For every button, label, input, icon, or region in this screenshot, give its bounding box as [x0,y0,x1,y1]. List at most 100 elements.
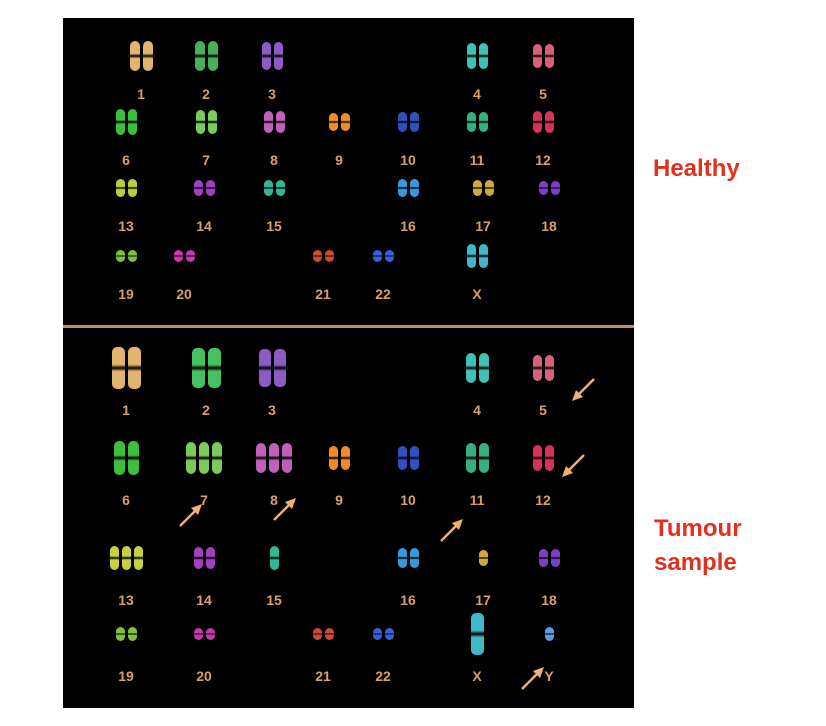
tumour-chromosome-8 [256,443,292,473]
tumour-chromosome-label: X [472,668,482,684]
chromatid [544,627,554,641]
chromatid [127,627,137,641]
chromatid [544,445,554,471]
translocation-arrow-icon [273,498,296,521]
chromatid [532,111,542,133]
healthy-chromosome-label: 3 [268,86,276,102]
chromatid [205,547,215,569]
chromatid [550,549,560,567]
healthy-chromosome-18 [538,181,560,195]
tumour-chromosome-label: Y [544,668,554,684]
chromatid [409,112,419,132]
chromatid [478,443,489,473]
tumour-chromosome-17 [478,550,488,566]
chromatid [544,111,554,133]
healthy-chromosome-label: 7 [202,152,210,168]
tumour-chromosome-label: 13 [118,592,134,608]
tumour-chromosome-20 [193,628,215,640]
chromatid [532,355,542,381]
chromatid [465,443,476,473]
chromatid [397,179,407,197]
chromatid [109,546,119,570]
healthy-chromosome-12 [532,111,554,133]
chromatid [324,628,334,640]
translocation-arrow-icon [572,378,595,401]
healthy-chromosome-11 [466,112,488,132]
chromatid [472,180,482,196]
tumour-chromosome-label: 20 [196,668,212,684]
chromatid [194,41,205,71]
tumour-chromosome-12 [532,445,554,471]
chromatid [372,628,382,640]
tumour-chromosome-label: 18 [541,592,557,608]
healthy-chromosome-x [466,244,488,268]
chromatid [466,43,476,69]
chromatid [212,442,222,474]
tumour-chromosome-label: 11 [469,492,485,508]
chromatid [263,180,273,196]
chromatid [384,628,394,640]
translocation-arrow-icon [562,454,585,477]
chromatid [312,628,322,640]
tumour-chromosome-label: 10 [400,492,416,508]
chromatid [324,250,334,262]
healthy-chromosome-20 [173,250,195,262]
chromatid [191,348,205,388]
tumour-chromosome-label: 17 [475,592,491,608]
translocation-arrow-icon [521,667,544,690]
section-divider [63,325,634,328]
chromatid [115,627,125,641]
healthy-chromosome-label: 22 [375,286,391,302]
chromatid [273,349,286,387]
chromatid [384,250,394,262]
chromatid [185,250,195,262]
healthy-chromosome-label: 10 [400,152,416,168]
chromatid [258,349,271,387]
chromatid [275,180,285,196]
chromatid [263,111,273,133]
chromatid [466,244,476,268]
chromatid [205,180,215,196]
tumour-chromosome-label: 4 [473,402,481,418]
healthy-chromosome-7 [195,110,217,134]
chromatid [207,348,221,388]
tumour-chromosome-x [470,613,484,655]
healthy-chromosome-5 [532,44,554,68]
chromatid [409,446,419,470]
chromatid [550,181,560,195]
tumour-chromosome-label: 9 [335,492,343,508]
tumour-chromosome-label: 6 [122,492,130,508]
healthy-chromosome-label: 6 [122,152,130,168]
chromatid [193,628,203,640]
tumour-chromosome-4 [465,353,489,383]
chromatid [397,446,407,470]
chromatid [340,113,350,131]
tumour-chromosome-21 [312,628,334,640]
tumour-chromosome-label: 15 [266,592,282,608]
chromatid [478,244,488,268]
chromatid [195,110,205,134]
healthy-chromosome-22 [372,250,394,262]
chromatid [173,250,183,262]
healthy-chromosome-label: 15 [266,218,282,234]
chromatid [111,347,125,389]
tumour-chromosome-19 [115,627,137,641]
chromatid [115,109,125,135]
chromatid [466,112,476,132]
healthy-chromosome-label: 19 [118,286,134,302]
tumour-chromosome-label: 12 [535,492,551,508]
healthy-chromosome-label: 20 [176,286,192,302]
chromatid [275,111,285,133]
healthy-chromosome-1 [129,41,153,71]
tumour-chromosome-9 [328,446,350,470]
chromatid [127,250,137,262]
healthy-chromosome-15 [263,180,285,196]
tumour-chromosome-1 [111,347,141,389]
tumour-chromosome-15 [269,546,279,570]
tumour-chromosome-label: 3 [268,402,276,418]
chromatid [129,41,140,71]
healthy-chromosome-label: 11 [469,152,485,168]
chromatid [478,550,488,566]
chromatid [193,547,203,569]
chromatid [115,250,125,262]
